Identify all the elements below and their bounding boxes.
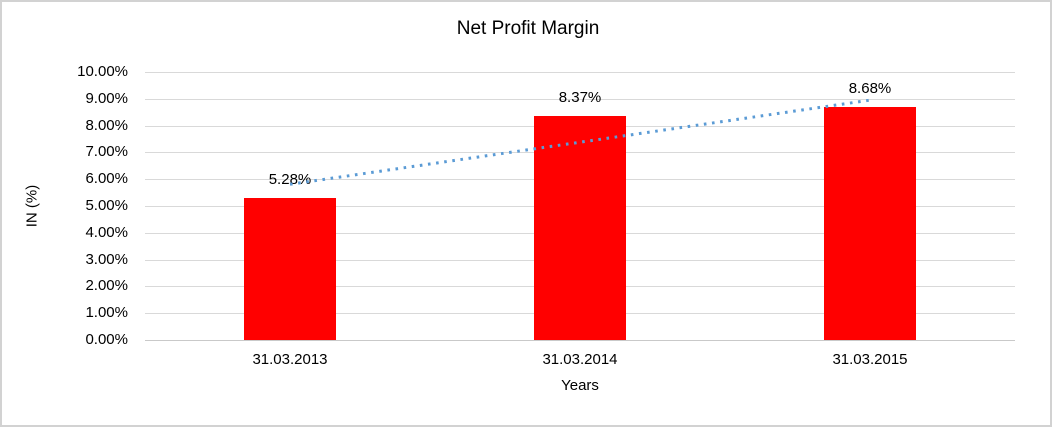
y-tick-label: 3.00% — [85, 250, 128, 268]
y-tick-label: 0.00% — [85, 331, 128, 348]
bar-31.03.2013 — [244, 198, 336, 340]
bar-value-label: 8.37% — [558, 88, 602, 106]
y-tick-label: 6.00% — [85, 170, 128, 188]
x-axis-line — [145, 340, 1015, 341]
x-tick-label: 31.03.2015 — [832, 351, 908, 368]
y-tick-label: 10.00% — [77, 63, 128, 80]
x-tick-label: 31.03.2013 — [252, 351, 328, 368]
gridline — [145, 72, 1015, 73]
y-tick-label: 4.00% — [85, 223, 128, 241]
bar-value-label: 8.68% — [848, 80, 892, 98]
y-tick-label: 5.00% — [85, 197, 128, 214]
y-tick-label: 7.00% — [85, 143, 128, 161]
chart-title: Net Profit Margin — [456, 18, 600, 39]
bar-31.03.2015 — [824, 107, 916, 340]
bar-value-label: 5.28% — [268, 171, 312, 189]
y-tick-label: 1.00% — [85, 304, 128, 322]
bar-31.03.2014 — [534, 115, 626, 340]
y-tick-label: 2.00% — [85, 277, 128, 295]
y-tick-label: 9.00% — [85, 89, 128, 107]
x-axis-title: Years — [561, 377, 599, 394]
y-tick-label: 8.00% — [85, 116, 128, 134]
x-tick-label: 31.03.2014 — [542, 351, 618, 368]
